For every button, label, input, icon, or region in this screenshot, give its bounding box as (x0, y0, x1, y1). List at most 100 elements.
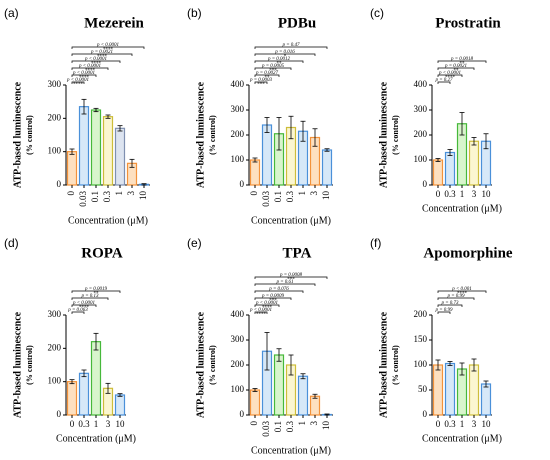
y-axis-label: ATP-based luminescence (195, 81, 206, 188)
x-tick-label: 1 (297, 191, 307, 196)
y-tick-label: 100 (414, 154, 428, 164)
x-tick-label: 10 (321, 191, 331, 201)
y-tick-label: 200 (231, 359, 245, 369)
y-axis-label: ATP-based luminescence (12, 311, 23, 418)
bar (432, 159, 444, 186)
significance-bracket (71, 290, 121, 293)
bar (261, 124, 273, 186)
p-value: p < 0.001 (451, 287, 472, 292)
x-tick-label: 0.3 (285, 191, 295, 203)
y-tick-label: 0 (57, 179, 62, 189)
x-tick-label: 0 (436, 189, 441, 199)
y-tick-label: 100 (231, 154, 245, 164)
significance-stars: **** (91, 62, 102, 67)
panel: (e) TPA ATP-based luminescence (% control) 0… (187, 236, 333, 456)
y-tick-label: 200 (231, 129, 245, 139)
x-tick-label: 10 (116, 419, 126, 429)
y-axis-label: ATP-based luminescence (12, 81, 23, 188)
p-value: p < 0.0001 (72, 71, 95, 76)
p-value: p = 0.0027 (255, 71, 279, 76)
y-tick-label: 400 (414, 79, 428, 89)
p-value: p < 0.0001 (78, 64, 101, 69)
p-value: p < 0.0001 (249, 308, 272, 313)
significance-stars: *** (257, 83, 265, 88)
significance-stars: *** (269, 299, 277, 304)
x-tick-label: 3 (309, 191, 319, 196)
bar (78, 106, 90, 186)
y-axis-sublabel: (% control) (25, 345, 34, 385)
significance-stars: **** (262, 306, 273, 311)
bar (102, 116, 114, 186)
significance-stars: ** (265, 76, 271, 81)
x-tick-label: 0.1 (273, 191, 283, 202)
y-axis-label: ATP-based luminescence (378, 311, 389, 418)
p-value: p = 0.99 (446, 294, 465, 299)
significance-bracket (437, 74, 463, 77)
y-tick-label: 100 (48, 376, 62, 386)
p-value: p = 0.0003 (249, 78, 273, 83)
p-value: p = 0.063 (67, 308, 88, 313)
significance-bracket (254, 74, 280, 77)
chart-title: ROPA (81, 245, 123, 261)
y-axis-sublabel: (% control) (391, 115, 400, 155)
x-tick-label: 1 (460, 419, 465, 429)
p-value: p = 0.0008 (279, 273, 303, 278)
bar (114, 394, 126, 416)
x-tick-label: 0 (70, 419, 75, 429)
x-tick-label: 0.03 (78, 191, 88, 207)
bar (468, 364, 480, 416)
bar (432, 364, 444, 416)
y-tick-label: 200 (414, 129, 428, 139)
chart-title: Apomorphine (423, 245, 513, 261)
significance-bracket (254, 60, 304, 63)
significance-stars: ** (460, 62, 466, 67)
x-tick-label: 1 (297, 421, 307, 426)
y-tick-label: 0 (57, 409, 62, 419)
p-value: p = 0.27 (434, 78, 453, 83)
y-axis-sublabel: (% control) (208, 345, 217, 385)
x-tick-label: 0.3 (102, 191, 112, 203)
bar (90, 341, 102, 416)
p-value: p = 0.0021 (444, 64, 467, 69)
p-value: p < 0.0001 (84, 57, 107, 62)
x-tick-label: 0 (249, 421, 259, 426)
p-value: p < 0.0001 (96, 43, 119, 48)
p-value: p = 0.0012 (267, 57, 291, 62)
x-tick-label: 0.03 (261, 191, 271, 207)
significance-bracket (254, 297, 292, 300)
significance-bracket (437, 297, 475, 300)
x-tick-label: 3 (106, 419, 111, 429)
bar (78, 372, 90, 416)
bar (444, 151, 456, 186)
y-tick-label: 0 (240, 179, 245, 189)
x-tick-label: 0.3 (78, 419, 90, 429)
panel-label: (c) (370, 6, 384, 20)
significance-stars: ** (454, 69, 460, 74)
chart-title: Prostratin (435, 15, 501, 31)
bar (249, 159, 261, 186)
significance-stars: *** (269, 69, 277, 74)
y-tick-label: 400 (231, 309, 245, 319)
y-axis-label: ATP-based luminescence (195, 311, 206, 418)
significance-bracket (254, 81, 268, 84)
y-axis-sublabel: (% control) (25, 115, 34, 155)
x-tick-label: 0.03 (261, 421, 271, 437)
p-value: p = 0.13 (80, 294, 99, 299)
significance-bracket (254, 276, 328, 279)
y-tick-label: 300 (48, 309, 62, 319)
p-value: p < 0.0001 (66, 78, 89, 83)
p-value: p = 0.73 (440, 301, 459, 306)
x-axis-label: Concentration (μM) (68, 215, 148, 226)
significance-bracket (437, 290, 487, 293)
panel: (b) PDBu ATP-based luminescence (% control)… (187, 6, 333, 226)
y-tick-label: 300 (231, 334, 245, 344)
significance-bracket (71, 53, 133, 56)
panel: (a) Mezerein ATP-based luminescence (% cont… (4, 6, 150, 226)
significance-bracket (71, 304, 97, 307)
significance-bracket (254, 283, 316, 286)
p-value: p = 0.99 (434, 308, 453, 313)
significance-stars: **** (79, 76, 90, 81)
x-tick-label: 0 (66, 191, 76, 196)
x-tick-label: 3 (472, 419, 477, 429)
significance-stars: **** (79, 306, 90, 311)
